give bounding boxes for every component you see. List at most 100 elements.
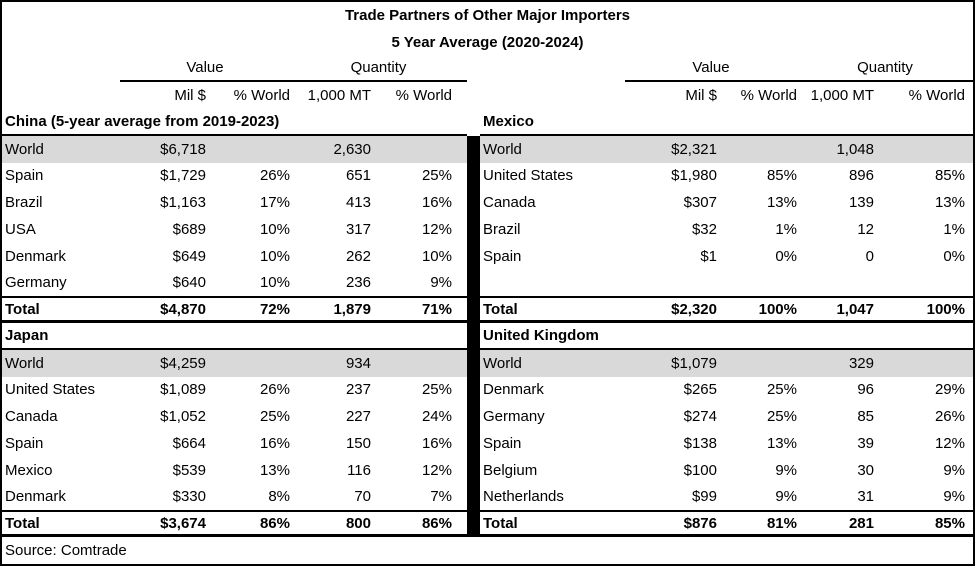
table-row-half: Denmark $649 10% 262 10% (2, 243, 467, 270)
header-underline: Value Quantity (120, 56, 467, 83)
section-header-row: Japan United Kingdom (2, 323, 973, 350)
section-header-half: United Kingdom (480, 323, 973, 350)
cell-value-pct-world: 10% (259, 274, 290, 292)
cell-partner: Canada (483, 194, 536, 212)
cell-value-pct-world: 8% (268, 488, 290, 506)
cell-value-mil: $2,320 (671, 300, 717, 318)
col-group-value: Value (186, 59, 224, 77)
cell-value-mil: $3,674 (160, 514, 206, 532)
cell-qty-1000mt: 896 (848, 167, 874, 185)
cell-qty-1000mt: 116 (347, 461, 371, 479)
cell-qty-1000mt: 329 (848, 354, 874, 372)
cell-value-pct-world: 13% (766, 434, 797, 452)
cell-partner: United States (483, 167, 574, 185)
cell-partner: Germany (483, 408, 545, 426)
cell-value-mil: $1,163 (160, 194, 206, 212)
cell-value-pct-world: 25% (766, 408, 797, 426)
col-group-quantity: Quantity (857, 59, 913, 77)
table-row-half: Belgium $100 9% 30 9% (480, 457, 973, 484)
cell-value-pct-world: 10% (259, 220, 290, 238)
cell-qty-pct-world: 85% (934, 514, 965, 532)
cell-qty-1000mt: 0 (865, 247, 874, 265)
column-group-header-left: Value Quantity (2, 56, 467, 83)
half-divider-bar (467, 135, 480, 538)
table-row: Germany $640 10% 236 9% (2, 270, 973, 297)
cell-qty-1000mt: 31 (857, 488, 874, 506)
column-header-row: Mil $ % World 1,000 MT % World Mil $ % W… (2, 82, 973, 109)
cell-qty-pct-world: 24% (421, 408, 452, 426)
cell-qty-1000mt: 96 (857, 381, 874, 399)
cell-value-mil: $1,980 (671, 167, 717, 185)
cell-qty-pct-world (373, 136, 467, 163)
cell-value-mil: $32 (691, 220, 717, 238)
cell-partner: Brazil (483, 220, 521, 238)
column-group-header-right: Value Quantity (480, 56, 973, 83)
section-title-uk: United Kingdom (483, 326, 599, 344)
cell-qty-pct-world: 29% (934, 381, 965, 399)
table-row-half (480, 270, 973, 297)
cell-qty-pct-world: 12% (421, 220, 452, 238)
table-row-half: Germany $640 10% 236 9% (2, 270, 467, 297)
cell-value-pct-world: 9% (775, 488, 797, 506)
cell-partner: Mexico (5, 461, 53, 479)
col-header-1000mt: 1,000 MT (810, 87, 874, 105)
cell-qty-pct-world: 9% (430, 274, 452, 292)
cell-value-mil: $1,089 (160, 381, 206, 399)
table-row: USA $689 10% 317 12% Brazil $32 1% 12 1% (2, 216, 973, 243)
table-row-half: World $6,718 2,630 (2, 135, 467, 163)
cell-qty-1000mt: 413 (345, 194, 371, 212)
table-row-half: World $1,079 329 (480, 349, 973, 377)
cell-value-mil: $689 (172, 220, 206, 238)
section-title-japan: Japan (5, 326, 49, 344)
cell-value-mil: $4,259 (160, 354, 206, 372)
table-row-half: United States $1,089 26% 237 25% (2, 377, 467, 404)
cell-partner: Total (483, 300, 518, 318)
cell-qty-pct-world: 71% (421, 300, 452, 318)
cell-qty-1000mt: 317 (345, 220, 371, 238)
cell-qty-1000mt: 236 (345, 274, 371, 292)
col-header-mil: Mil $ (174, 87, 206, 105)
col-header-pct-world-2: % World (395, 87, 452, 105)
cell-qty-pct-world (373, 350, 467, 377)
cell-value-mil: $539 (172, 461, 206, 479)
cell-partner: Denmark (483, 381, 544, 399)
cell-value-pct-world: 85% (766, 167, 797, 185)
cell-partner: Canada (5, 408, 58, 426)
cell-value-mil (625, 270, 717, 297)
cell-qty-1000mt: 1,047 (836, 300, 874, 318)
cell-qty-pct-world: 0% (943, 247, 965, 265)
cell-qty-1000mt (797, 270, 880, 297)
cell-value-mil: $307 (683, 194, 717, 212)
table-row: Spain $1,729 26% 651 25% United States $1,980 8… (2, 163, 973, 190)
cell-partner: Denmark (5, 247, 66, 265)
half-gap (467, 109, 480, 136)
cell-value-pct-world: 9% (775, 461, 797, 479)
cell-qty-pct-world: 25% (421, 381, 452, 399)
cell-qty-pct-world: 12% (934, 434, 965, 452)
cell-value-pct-world: 10% (259, 247, 290, 265)
cell-value-mil: $138 (683, 434, 717, 452)
cell-qty-1000mt: 70 (354, 488, 371, 506)
cell-qty-pct-world: 9% (943, 461, 965, 479)
header-spacer (2, 82, 120, 109)
cell-partner: United States (5, 381, 96, 399)
cell-qty-1000mt: 800 (345, 514, 371, 532)
cell-value-pct-world: 0% (775, 247, 797, 265)
cell-qty-1000mt: 2,630 (333, 140, 371, 158)
section-header-half: China (5-year average from 2019-2023) (2, 109, 467, 136)
cell-qty-1000mt: 651 (345, 167, 371, 185)
table-row-half: Spain $1,729 26% 651 25% (2, 163, 467, 190)
total-row-half: Total $3,674 86% 800 86% (2, 510, 467, 537)
cell-partner: Brazil (5, 194, 43, 212)
table-row: Denmark $330 8% 70 7% Netherlands $99 9% 31 9% (2, 484, 973, 511)
cell-value-pct-world: 26% (259, 167, 290, 185)
table-row-half: Mexico $539 13% 116 12% (2, 457, 467, 484)
cell-value-pct-world: 81% (766, 514, 797, 532)
cell-qty-pct-world: 85% (934, 167, 965, 185)
cell-value-mil: $274 (683, 408, 717, 426)
cell-qty-pct-world: 9% (943, 488, 965, 506)
cell-partner: World (5, 354, 44, 372)
cell-value-mil: $4,870 (160, 300, 206, 318)
cell-value-pct-world: 1% (775, 220, 797, 238)
cell-qty-pct-world: 16% (421, 434, 452, 452)
